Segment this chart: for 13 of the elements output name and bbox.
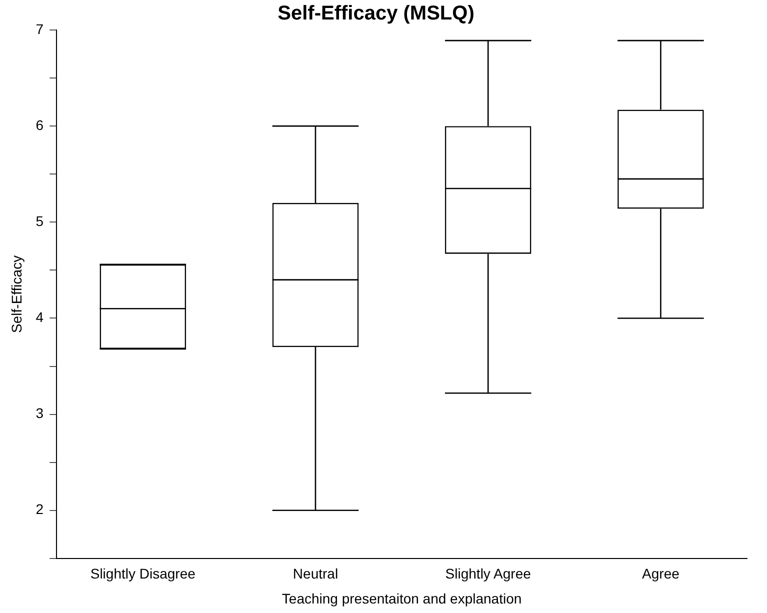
- y-tick-label: 4: [36, 309, 44, 326]
- y-tick-label: 5: [36, 213, 44, 230]
- y-tick-label: 6: [36, 116, 44, 133]
- x-tick-label: Slightly Agree: [445, 566, 532, 582]
- y-tick-label: 2: [36, 501, 44, 518]
- y-tick-label: 7: [36, 20, 44, 37]
- x-tick-label: Slightly Disagree: [90, 566, 196, 582]
- x-axis-title: Teaching presentaiton and explanation: [282, 590, 522, 606]
- x-tick-label: Agree: [642, 566, 680, 582]
- y-axis-title: Self-Efficacy: [8, 255, 24, 333]
- chart-title: Self-Efficacy (MSLQ): [278, 2, 474, 25]
- y-tick-label: 3: [36, 405, 44, 422]
- x-tick-label: Neutral: [292, 566, 338, 582]
